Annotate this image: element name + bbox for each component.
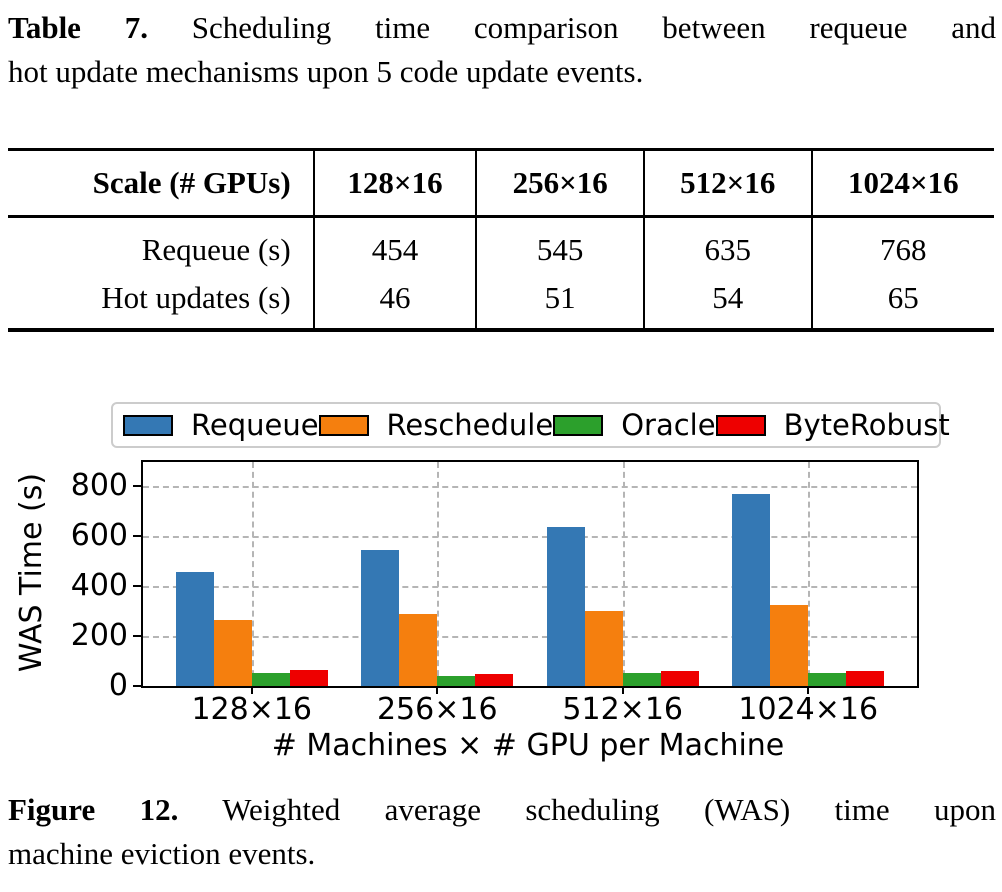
- x-axis-label: # Machines × # GPU per Machine: [271, 728, 785, 763]
- table-caption-label: Table 7.: [8, 10, 148, 45]
- v-gridline: [622, 462, 625, 686]
- table-row: Requeue (s) 454 545 635 768: [8, 216, 994, 274]
- table-cell-value: 545: [475, 216, 644, 274]
- table-cell-value: 635: [642, 216, 812, 274]
- legend-label: Requeue: [191, 408, 319, 442]
- x-tick-mark: [436, 686, 439, 694]
- table-caption-text: Scheduling time comparison between reque…: [191, 10, 997, 45]
- bar-requeue: [361, 549, 400, 686]
- scheduling-time-table: Scale (# GPUs) 128×16 256×16 512×16 1024×16 …: [8, 148, 994, 332]
- legend-entry: ByteRobust: [715, 408, 950, 442]
- bar-group: [175, 462, 328, 686]
- y-tick-label: 600: [70, 517, 128, 553]
- figure-12-chart: Requeue Reschedule Oracle ByteRobust WAS Ti…: [0, 395, 1002, 770]
- table-cell-value: 65: [810, 274, 994, 330]
- x-tick-mark: [621, 686, 624, 694]
- table-header-cell: 256×16: [475, 149, 644, 217]
- table-cell-value: 54: [642, 274, 812, 330]
- legend-entry: Requeue: [123, 408, 319, 442]
- legend-label: Reschedule: [386, 408, 554, 442]
- bar-oracle: [808, 672, 847, 686]
- figure-caption-line1: Figure 12. Weighted average scheduling (…: [8, 788, 996, 832]
- table-head: Scale (# GPUs) 128×16 256×16 512×16 1024×16: [8, 149, 994, 217]
- table-caption-line1: Table 7. Scheduling time comparison betw…: [8, 6, 996, 50]
- table-header-cell: 1024×16: [810, 149, 994, 217]
- figure-caption-line2: machine eviction events.: [8, 836, 316, 871]
- h-gridline: [143, 485, 917, 488]
- legend-label: ByteRobust: [783, 408, 950, 442]
- table-7: Scale (# GPUs) 128×16 256×16 512×16 1024×16 …: [8, 148, 994, 332]
- table-caption-line2: hot update mechanisms upon 5 code update…: [8, 54, 644, 89]
- h-gridline: [143, 585, 917, 588]
- bar-byterobust: [846, 670, 885, 686]
- x-tick-label: 1024×16: [738, 692, 879, 727]
- bar-byterobust: [289, 670, 328, 686]
- y-tick-label: 400: [70, 567, 128, 603]
- v-gridline: [251, 462, 254, 686]
- table-header-cell: 512×16: [642, 149, 812, 217]
- bar-byterobust: [475, 674, 514, 686]
- table-cell-value: 46: [312, 274, 477, 330]
- bar-requeue: [732, 493, 771, 686]
- table-cell-value: 768: [810, 216, 994, 274]
- y-tick-label: 200: [70, 617, 128, 653]
- bar-requeue: [546, 527, 585, 686]
- table-header-cell: 128×16: [312, 149, 477, 217]
- h-gridline: [143, 635, 917, 638]
- x-tick-label: 128×16: [191, 692, 313, 727]
- bar-reschedule: [770, 605, 809, 686]
- x-tick-mark: [250, 686, 253, 694]
- legend-swatch-reschedule: [318, 414, 369, 436]
- table-row: Hot updates (s) 46 51 54 65: [8, 274, 994, 330]
- bar-reschedule: [213, 619, 252, 686]
- y-tick-mark: [133, 484, 143, 487]
- y-tick-label: 800: [70, 467, 128, 503]
- bar-requeue: [175, 572, 214, 686]
- v-gridline: [437, 462, 440, 686]
- legend-label: Oracle: [621, 408, 716, 442]
- legend-swatch-requeue: [123, 414, 173, 436]
- x-tick-label: 512×16: [562, 692, 683, 727]
- table-header-scale: Scale (# GPUs): [92, 165, 291, 200]
- bar-reschedule: [584, 610, 623, 686]
- legend-entry: Oracle: [553, 408, 716, 442]
- table-body: Requeue (s) 454 545 635 768 Hot updates (s) 46…: [8, 216, 994, 330]
- plot-area: 0 200 400 600 800 128×16 256×16 512×16 1024×16: [71, 460, 919, 726]
- table-row-label: Requeue (s): [141, 232, 291, 267]
- x-tick-label: 256×16: [376, 692, 498, 727]
- y-tick-mark: [133, 584, 143, 587]
- bar-oracle: [622, 672, 661, 686]
- chart-legend: Requeue Reschedule Oracle ByteRobust: [111, 402, 950, 448]
- figure-caption-text: Weighted average scheduling (WAS) time u…: [222, 792, 997, 827]
- legend-entry: Reschedule: [318, 408, 554, 442]
- bar-reschedule: [399, 613, 438, 686]
- legend-swatch-oracle: [553, 414, 604, 436]
- legend-swatch-byterobust: [715, 414, 766, 436]
- table-cell-value: 454: [312, 216, 477, 274]
- v-gridline: [808, 462, 811, 686]
- y-tick-mark: [133, 634, 143, 637]
- y-tick-label: 0: [108, 668, 128, 703]
- table-caption: Table 7. Scheduling time comparison betw…: [8, 6, 996, 94]
- table-cell-value: 51: [475, 274, 644, 330]
- bar-oracle: [251, 672, 290, 686]
- bar-group: [361, 462, 514, 686]
- table-header-row: Scale (# GPUs) 128×16 256×16 512×16 1024×16: [8, 149, 994, 217]
- bar-group: [732, 462, 885, 686]
- bar-oracle: [437, 675, 476, 686]
- figure-caption: Figure 12. Weighted average scheduling (…: [8, 788, 996, 876]
- bar-byterobust: [660, 670, 699, 686]
- y-tick-mark: [133, 534, 143, 537]
- table-row-label: Hot updates (s): [101, 280, 291, 315]
- bar-group: [546, 462, 699, 686]
- y-tick-mark: [133, 685, 143, 687]
- figure-caption-label: Figure 12.: [8, 792, 179, 827]
- x-tick-mark: [807, 686, 810, 694]
- h-gridline: [143, 535, 917, 538]
